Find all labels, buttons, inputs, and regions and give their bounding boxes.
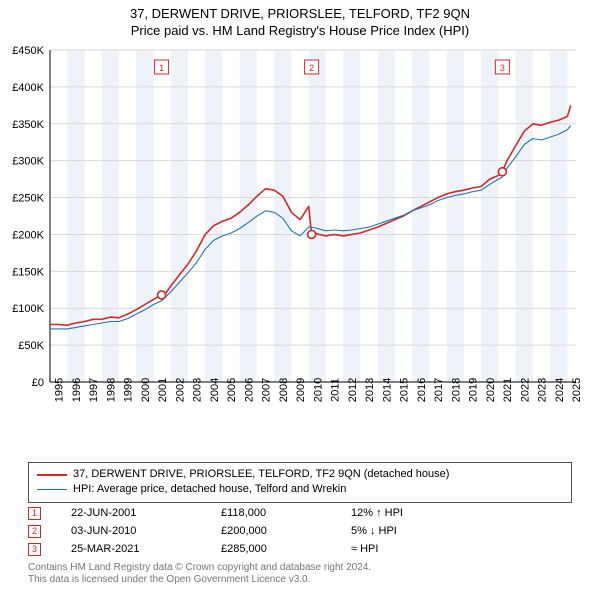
svg-text:2004: 2004: [209, 378, 221, 402]
svg-text:£400K: £400K: [12, 82, 44, 94]
svg-text:£350K: £350K: [12, 119, 44, 131]
sale-delta-1: 12% ↑ HPI: [351, 507, 403, 519]
svg-text:2005: 2005: [226, 378, 238, 402]
svg-text:2023: 2023: [537, 378, 549, 402]
svg-text:2020: 2020: [485, 378, 497, 402]
svg-text:2018: 2018: [450, 378, 462, 402]
attribution-line1: Contains HM Land Registry data © Crown c…: [28, 562, 371, 574]
svg-text:1996: 1996: [71, 378, 83, 402]
svg-text:2012: 2012: [347, 378, 359, 402]
svg-text:2007: 2007: [261, 378, 273, 402]
svg-text:£250K: £250K: [12, 193, 44, 205]
svg-text:£50K: £50K: [18, 340, 44, 352]
svg-text:1999: 1999: [123, 378, 135, 402]
svg-text:£300K: £300K: [12, 156, 44, 168]
legend-swatch-hpi: [37, 489, 67, 490]
sale-price-3: £285,000: [221, 543, 351, 555]
svg-text:2015: 2015: [399, 378, 411, 402]
legend-label-property: 37, DERWENT DRIVE, PRIORSLEE, TELFORD, T…: [73, 467, 449, 482]
legend-row-hpi: HPI: Average price, detached house, Telf…: [37, 482, 563, 497]
svg-text:2002: 2002: [174, 378, 186, 402]
svg-text:2017: 2017: [433, 378, 445, 402]
svg-text:£0: £0: [32, 377, 44, 389]
attribution-text: Contains HM Land Registry data © Crown c…: [28, 562, 371, 586]
svg-text:2021: 2021: [502, 378, 514, 402]
sale-marker-3: 3: [28, 543, 41, 556]
svg-text:2009: 2009: [295, 378, 307, 402]
svg-text:2001: 2001: [157, 378, 169, 402]
attribution-line2: This data is licensed under the Open Gov…: [28, 574, 371, 586]
svg-text:1997: 1997: [88, 378, 100, 402]
svg-text:2019: 2019: [468, 378, 480, 402]
sale-delta-2: 5% ↓ HPI: [351, 525, 397, 537]
sale-delta-3: ≈ HPI: [351, 543, 378, 555]
svg-text:£200K: £200K: [12, 229, 44, 241]
svg-text:1: 1: [159, 63, 164, 73]
svg-text:2025: 2025: [571, 378, 583, 402]
sale-date-2: 03-JUN-2010: [71, 525, 221, 537]
svg-text:2016: 2016: [416, 378, 428, 402]
svg-text:£450K: £450K: [12, 45, 44, 57]
svg-text:£150K: £150K: [12, 266, 44, 278]
svg-text:£100K: £100K: [12, 303, 44, 315]
sales-history: 1 22-JUN-2001 £118,000 12% ↑ HPI 2 03-JU…: [28, 504, 403, 558]
svg-text:3: 3: [500, 63, 505, 73]
sale-price-1: £118,000: [221, 507, 351, 519]
sale-date-3: 25-MAR-2021: [71, 543, 221, 555]
chart-title-address: 37, DERWENT DRIVE, PRIORSLEE, TELFORD, T…: [0, 6, 600, 21]
svg-text:2000: 2000: [140, 378, 152, 402]
svg-text:2013: 2013: [364, 378, 376, 402]
svg-text:1998: 1998: [105, 378, 117, 402]
sale-marker-1: 1: [28, 507, 41, 520]
svg-text:2010: 2010: [312, 378, 324, 402]
svg-text:2022: 2022: [519, 378, 531, 402]
svg-text:1995: 1995: [54, 378, 66, 402]
sale-row-3: 3 25-MAR-2021 £285,000 ≈ HPI: [28, 540, 403, 558]
sale-marker-2: 2: [28, 525, 41, 538]
chart-svg: £0£50K£100K£150K£200K£250K£300K£350K£400…: [50, 44, 580, 424]
sale-row-1: 1 22-JUN-2001 £118,000 12% ↑ HPI: [28, 504, 403, 522]
chart-plot-area: £0£50K£100K£150K£200K£250K£300K£350K£400…: [50, 44, 580, 424]
chart-legend: 37, DERWENT DRIVE, PRIORSLEE, TELFORD, T…: [28, 462, 572, 503]
chart-title-block: 37, DERWENT DRIVE, PRIORSLEE, TELFORD, T…: [0, 0, 600, 38]
sale-row-2: 2 03-JUN-2010 £200,000 5% ↓ HPI: [28, 522, 403, 540]
legend-swatch-property: [37, 474, 67, 476]
svg-text:2: 2: [309, 63, 314, 73]
sale-date-1: 22-JUN-2001: [71, 507, 221, 519]
chart-title-subtitle: Price paid vs. HM Land Registry's House …: [0, 23, 600, 38]
svg-text:2024: 2024: [554, 378, 566, 402]
svg-text:2008: 2008: [278, 378, 290, 402]
legend-label-hpi: HPI: Average price, detached house, Telf…: [73, 482, 346, 497]
svg-text:2003: 2003: [192, 378, 204, 402]
svg-text:2006: 2006: [243, 378, 255, 402]
sale-price-2: £200,000: [221, 525, 351, 537]
svg-text:2014: 2014: [381, 378, 393, 402]
legend-row-property: 37, DERWENT DRIVE, PRIORSLEE, TELFORD, T…: [37, 467, 563, 482]
